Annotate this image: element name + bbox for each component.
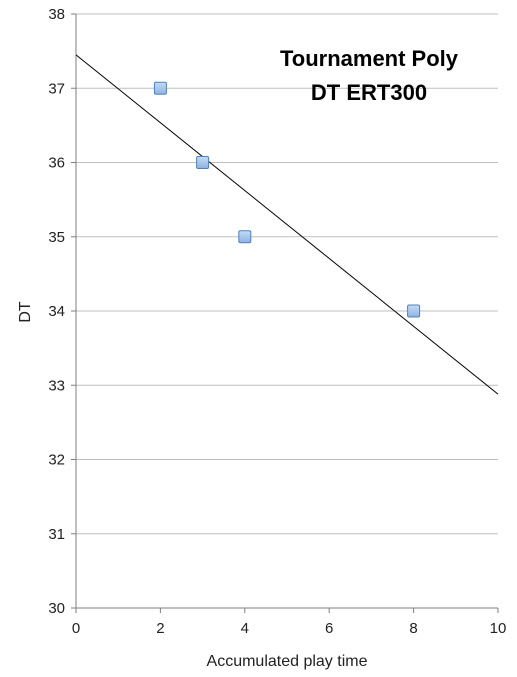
axes [71,13,499,613]
y-tick-label-31: 31 [48,526,65,543]
y-tick-label-34: 34 [48,303,65,320]
gridlines [76,13,498,535]
y-tick-label-35: 35 [48,229,65,246]
data-points [153,81,421,318]
y-tick-label-32: 32 [48,452,65,469]
chart-title-line-2: DT ERT300 [311,80,427,105]
chart-title-line-1: Tournament Poly [280,46,459,71]
y-axis-title: DT [17,301,34,323]
x-tick-label-0: 0 [72,620,80,637]
y-tick-labels: 30 31 32 33 34 35 36 37 38 [48,6,65,617]
y-tick-label-37: 37 [48,80,65,97]
data-point-2 [196,156,210,169]
trendline-group [75,54,499,395]
x-tick-label-6: 6 [325,620,333,637]
y-tick-label-33: 33 [48,377,65,394]
x-axis-title: Accumulated play time [207,653,368,670]
data-point-3 [238,230,252,244]
data-point-4 [407,304,421,318]
trendline [75,54,499,395]
x-tick-labels: 0 2 4 6 8 10 [72,620,507,637]
x-tick-label-10: 10 [490,620,507,637]
x-tick-label-4: 4 [241,620,249,637]
y-tick-label-38: 38 [48,6,65,23]
x-tick-label-2: 2 [156,620,164,637]
y-tick-label-36: 36 [48,155,65,172]
x-tick-label-8: 8 [409,620,417,637]
y-tick-label-30: 30 [48,600,65,617]
data-point-1 [153,81,167,95]
